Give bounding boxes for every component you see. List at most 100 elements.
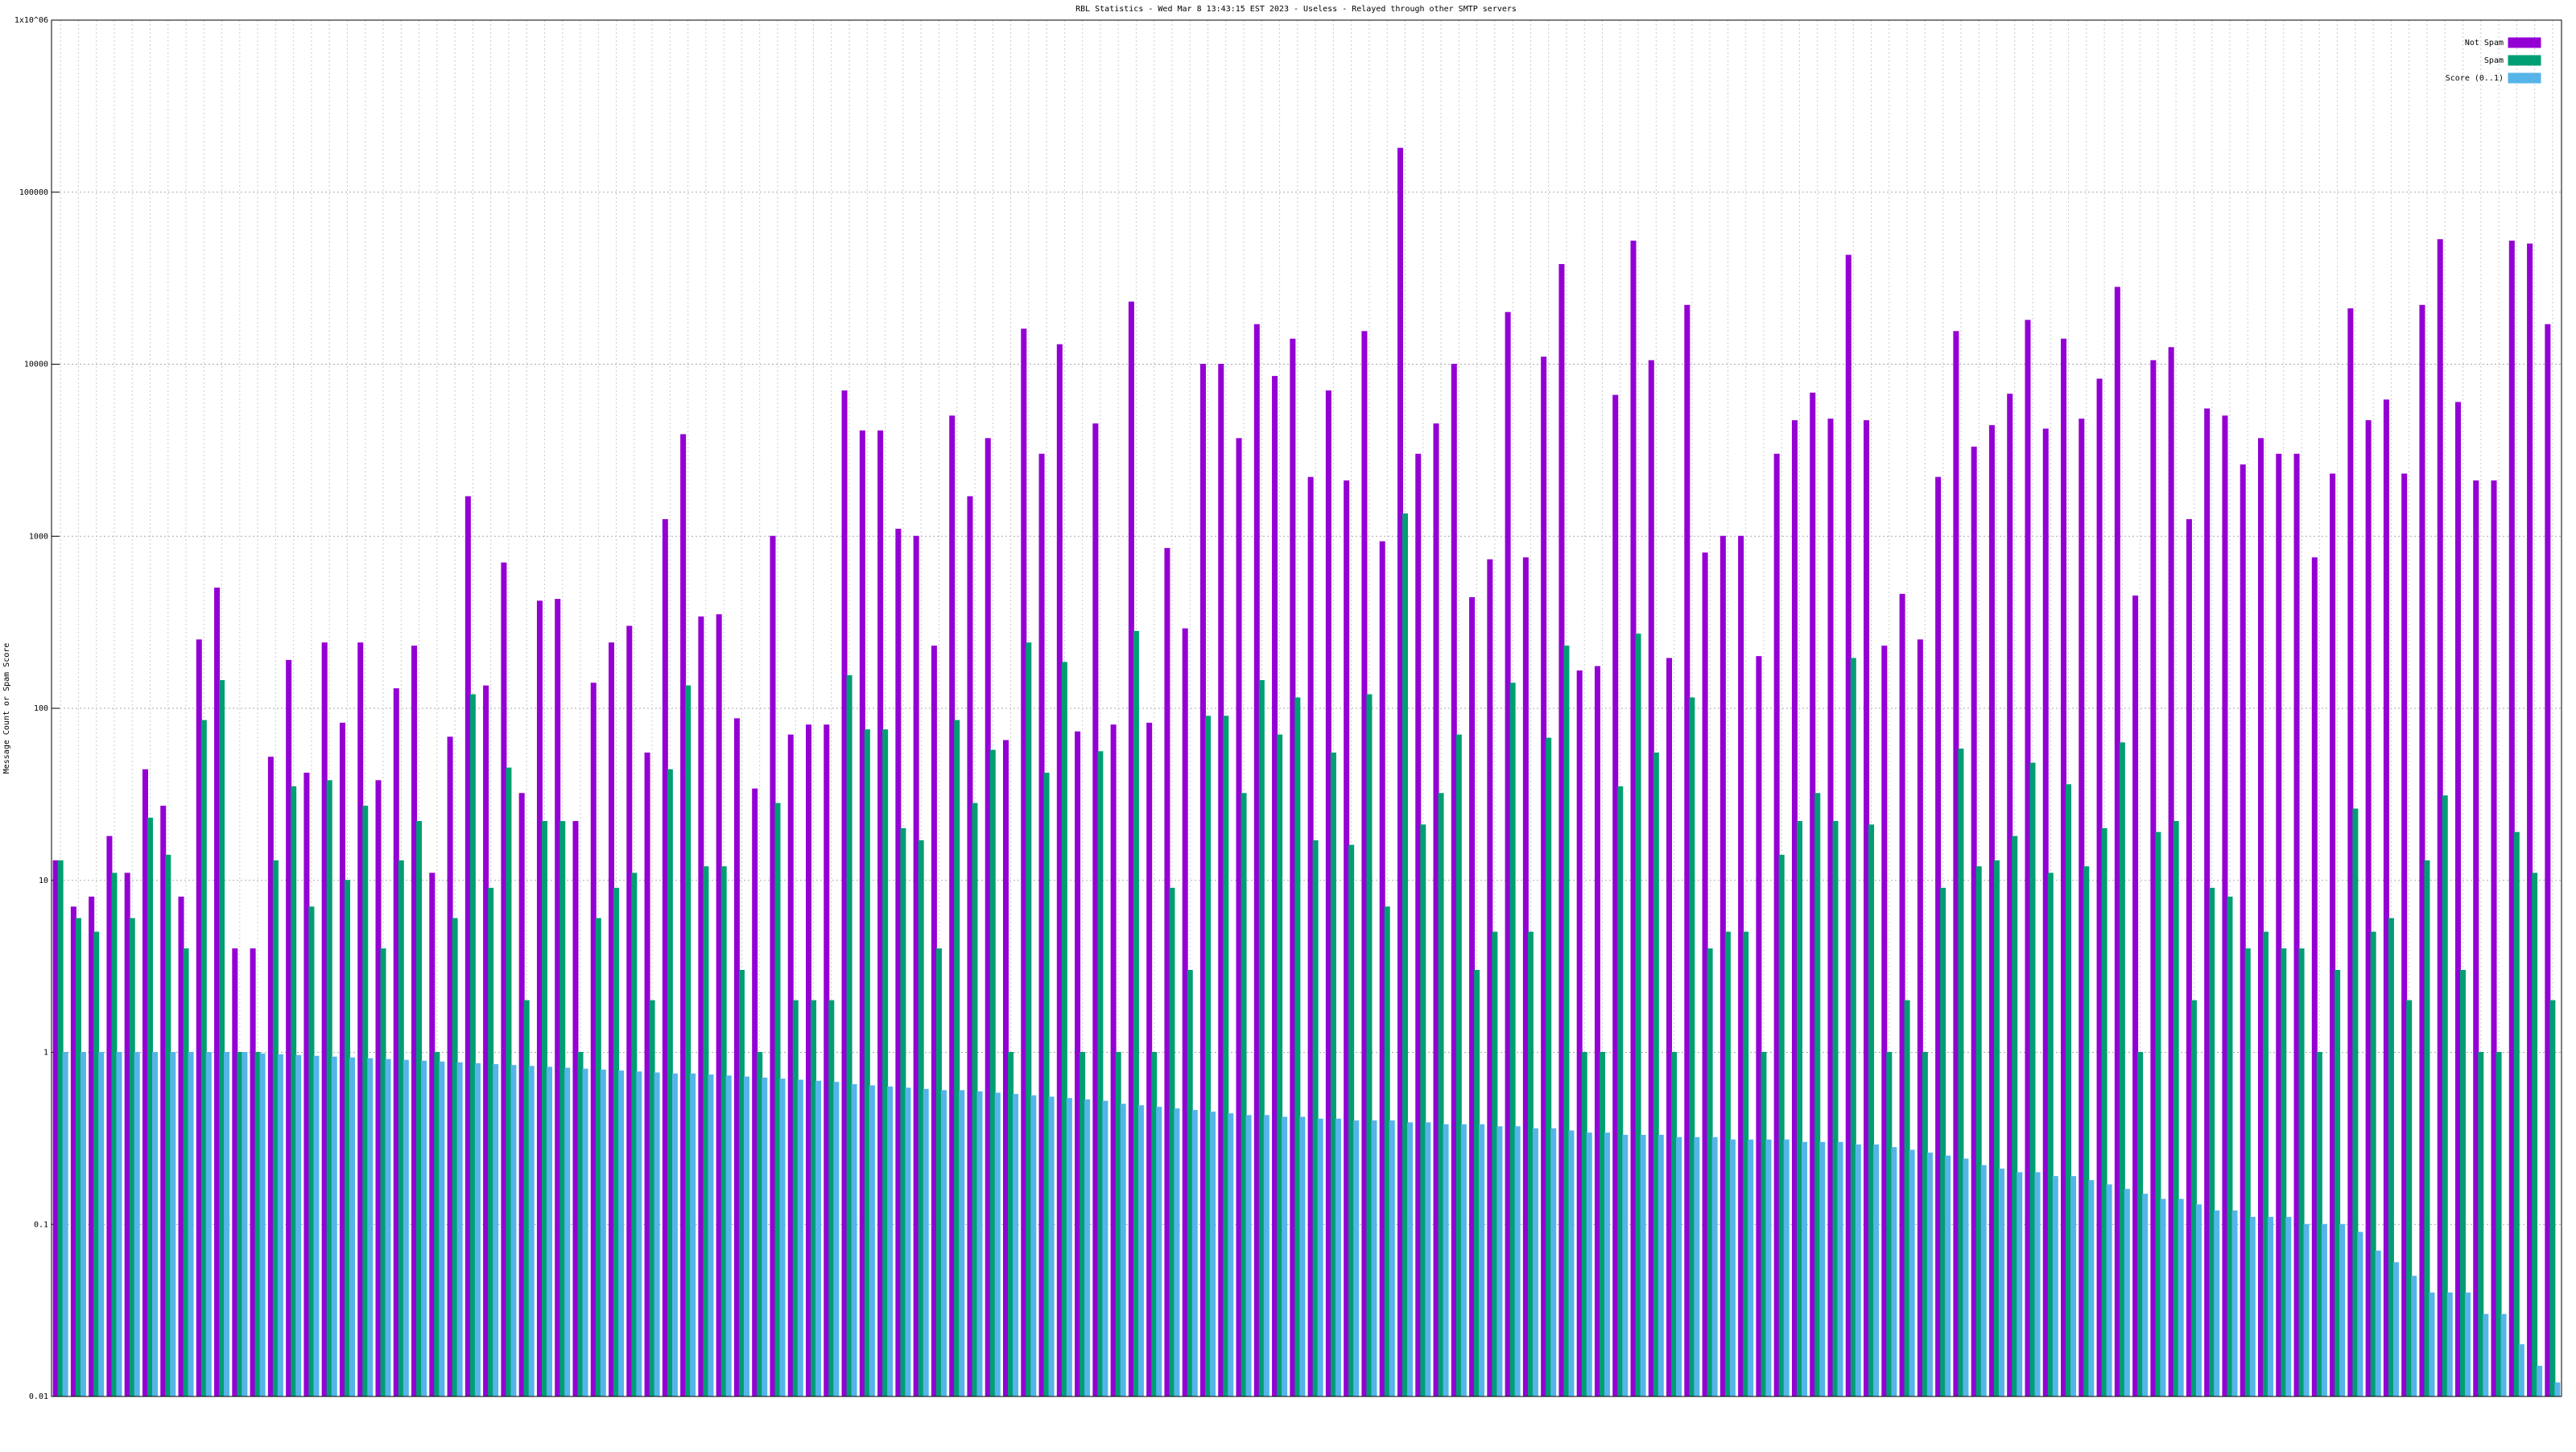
bar [89,896,95,1397]
bar [1080,1052,1086,1397]
bar [1796,821,1802,1397]
bar [421,1060,427,1397]
bar [2339,1223,2346,1397]
y-axis-label: Message Count or Spam Score [2,643,11,774]
bar [1864,420,1870,1397]
bar [2106,1184,2112,1397]
bar [2222,415,2228,1397]
bar [703,866,709,1397]
bar [1917,639,1923,1397]
bar [1290,338,1296,1397]
bar [1886,1052,1893,1397]
bar [815,1080,822,1397]
bar [1975,866,1982,1397]
bar [183,948,189,1397]
bar [1729,1139,1736,1397]
legend-label: Score (0..1) [2446,74,2504,83]
bar [811,1000,817,1397]
bar [1030,1095,1037,1397]
bar [716,614,722,1397]
bar [2527,243,2533,1397]
bar [949,415,956,1397]
bar [877,430,884,1397]
bar [124,872,130,1397]
bar [600,1069,606,1397]
bar [242,1052,248,1397]
bar [541,821,547,1397]
y-tick-label: 100 [34,704,48,713]
bar [1998,1168,2004,1397]
bar [518,793,525,1397]
bar [1182,628,1188,1397]
bar [1043,773,1050,1397]
bar [1827,419,1834,1397]
bar [1335,1118,1341,1397]
bar [1479,1124,1485,1397]
bar [680,434,687,1397]
bar [2186,519,2192,1397]
bar [2508,240,2515,1397]
bar [70,906,76,1397]
bar [1191,1110,1198,1397]
bar [1899,593,1905,1397]
bar [170,1052,176,1397]
bar [918,839,924,1397]
bar [523,1000,530,1397]
bar [1622,1134,1629,1397]
bar [116,1052,122,1397]
bar [439,1061,445,1397]
bar [618,1070,625,1397]
bar [940,1090,947,1397]
bar [1666,658,1673,1397]
bar [385,1058,391,1397]
bar [2142,1194,2149,1397]
bar [188,1052,194,1397]
bar [1353,1120,1360,1397]
bar [824,724,830,1397]
bar [321,642,328,1397]
bar [1971,446,1977,1397]
bar [1487,559,1493,1397]
bar [1558,264,1565,1397]
bar [2383,399,2389,1397]
bar [303,773,310,1397]
bar [1433,423,1439,1397]
bar [1926,1153,1933,1397]
bar [1371,1120,1377,1397]
bar [1317,1118,1323,1397]
bar [2070,1176,2077,1397]
bar [219,680,225,1397]
bar [2446,1292,2453,1397]
bar [1773,453,1780,1397]
bar [1576,670,1583,1397]
bar [1379,541,1385,1397]
bar [250,948,256,1397]
bar [1245,1115,1252,1397]
bar [690,1073,696,1397]
bar [1909,1149,1915,1397]
bar [1568,1130,1575,1397]
bar [259,1053,266,1397]
legend-swatch [2508,72,2541,84]
bar [224,1052,230,1397]
bar [654,1072,660,1397]
bar [1102,1100,1108,1397]
bar [2406,1000,2413,1397]
bar [631,872,638,1397]
bar [1505,311,1511,1397]
bar [2347,308,2354,1397]
bar [367,1058,374,1397]
y-tick-label: 100000 [19,188,48,197]
bar [1325,390,1331,1397]
bar [887,1086,894,1397]
bar [214,588,221,1397]
bar [1940,888,1946,1397]
bar [2311,557,2318,1397]
bar [57,860,64,1397]
bar [2281,948,2287,1397]
bar [2268,1216,2274,1397]
bar [1868,824,1875,1397]
bar [2465,1292,2471,1397]
bar [1384,906,1390,1397]
